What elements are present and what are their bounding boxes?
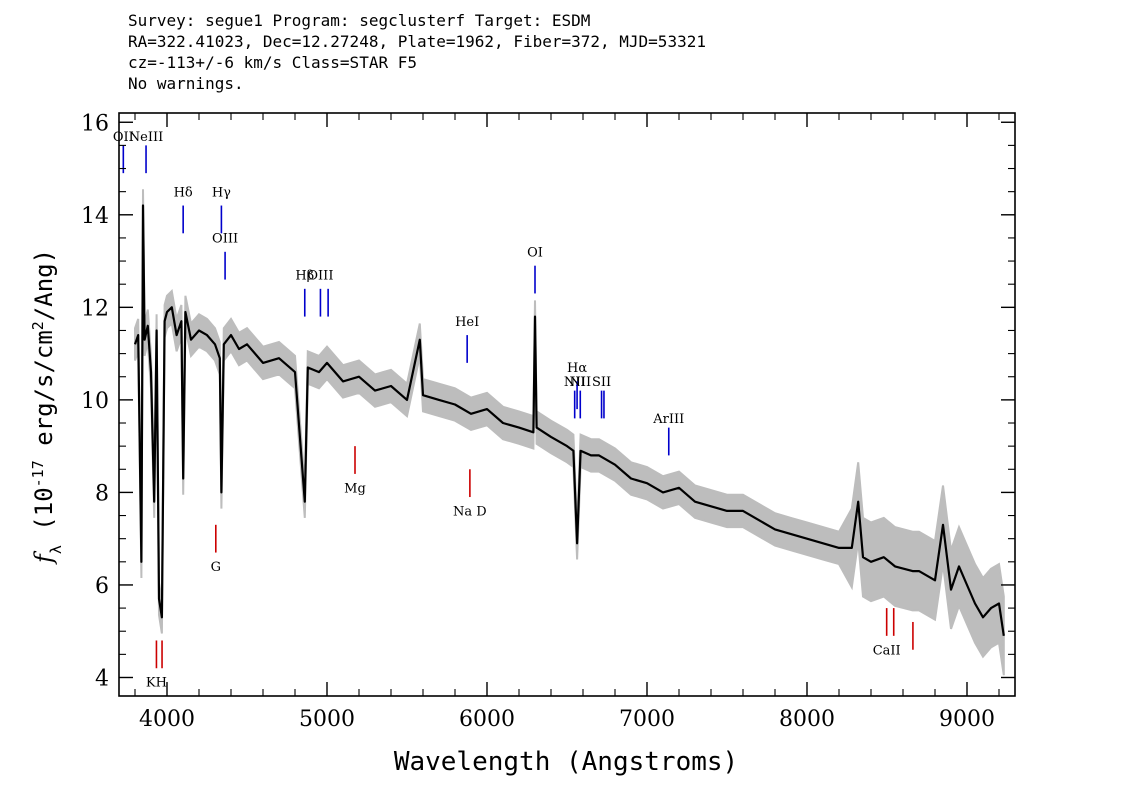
spectral-line-label: Mg — [344, 481, 366, 496]
flux-line — [133, 204, 1005, 636]
spectral-line-label: NeIII — [129, 130, 163, 145]
y-axis-label: fλ (10-17 erg/s/cm2/Ang) — [29, 249, 65, 565]
error-band — [134, 189, 1005, 676]
x-tick-label: 5000 — [299, 707, 355, 732]
x-tick-label: 7000 — [619, 707, 675, 732]
spectral-line-label: NII — [564, 375, 586, 390]
spectral-line-label: SII — [592, 375, 611, 390]
spectrum-header: Survey: segue1 Program: segclusterf Targ… — [128, 10, 706, 94]
spectral-line-label: OIII — [307, 269, 333, 284]
y-tick-label: 14 — [81, 204, 109, 229]
spectral-line-label: KH — [146, 676, 167, 691]
spectral-line-label: Hδ — [174, 185, 193, 200]
y-tick-label: 8 — [95, 481, 109, 506]
spectral-line-label: Hα — [567, 361, 587, 376]
axes-group: 4000 5000 6000 7000 8000 9000 4 6 8 10 12 14 16 — [81, 111, 1016, 732]
x-tick-label: 9000 — [939, 707, 995, 732]
spectral-line-label: Hγ — [212, 185, 231, 200]
x-tick-label: 8000 — [779, 707, 835, 732]
spectral-line-label: HeI — [455, 315, 479, 330]
y-tick-label: 6 — [95, 574, 109, 599]
x-tick-label: 4000 — [139, 707, 195, 732]
y-tick-label: 12 — [81, 296, 109, 321]
spectral-line-label: G — [211, 560, 221, 575]
y-tick-label: 4 — [95, 666, 109, 691]
plot-frame — [118, 112, 1016, 697]
header-line-warnings: No warnings. — [128, 74, 244, 93]
spectral-line-label: NII — [569, 375, 591, 390]
y-tick-label: 10 — [81, 389, 109, 414]
flux-group — [133, 204, 1005, 636]
spectral-line-label: Hβ — [295, 269, 314, 284]
spectral-line-label: OII — [113, 130, 134, 145]
error-band-group — [134, 189, 1005, 676]
spectral-line-label: CaII — [873, 643, 901, 658]
x-axis-label: Wavelength (Angstroms) — [394, 747, 738, 777]
header-line-survey: Survey: segue1 Program: segclusterf Targ… — [128, 11, 591, 30]
header-line-redshift-class: cz=-113+/-6 km/s Class=STAR F5 — [128, 53, 417, 72]
spectral-line-label: OIII — [212, 232, 238, 247]
y-tick-label: 16 — [81, 111, 109, 136]
spectral-line-label: OI — [527, 245, 543, 260]
x-tick-label: 6000 — [459, 707, 515, 732]
header-line-coordinates: RA=322.41023, Dec=12.27248, Plate=1962, … — [128, 32, 706, 51]
spectral-line-label: ArIII — [652, 412, 684, 427]
spectral-line-label: Na D — [453, 505, 487, 520]
